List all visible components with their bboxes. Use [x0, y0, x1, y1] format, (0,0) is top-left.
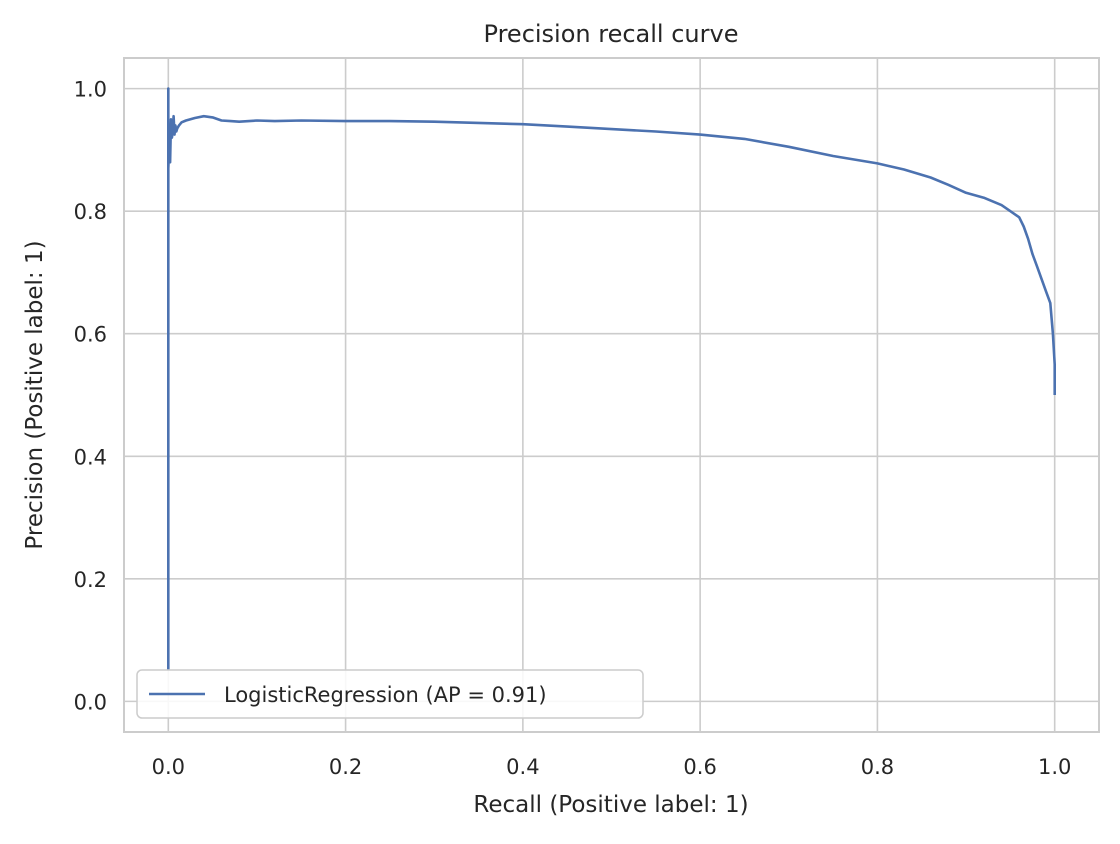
x-tick-label: 0.4 [506, 755, 539, 779]
legend-box [136, 669, 644, 719]
x-tick-label: 0.6 [683, 755, 716, 779]
y-tick-label: 0.0 [74, 690, 107, 714]
grid-layer [124, 58, 1099, 732]
y-tick-label: 0.6 [74, 323, 107, 347]
legend: LogisticRegression (AP = 0.91) [136, 669, 644, 719]
series-line [167, 87, 1056, 671]
axes-frame [123, 57, 1100, 733]
x-axis-label: Recall (Positive label: 1) [473, 792, 748, 818]
legend-label: LogisticRegression (AP = 0.91) [224, 683, 547, 707]
tick-layer: 0.0 0.2 0.4 0.6 0.8 1.0 0.0 0.2 0.4 0.6 0.8 1.0 [74, 78, 1072, 779]
chart-title: Precision recall curve [484, 20, 739, 48]
y-tick-label: 0.4 [74, 445, 107, 469]
x-tick-label: 0.2 [329, 755, 362, 779]
y-axis-label: Precision (Positive label: 1) [22, 240, 48, 549]
x-tick-label: 0.0 [152, 755, 185, 779]
y-tick-label: 1.0 [74, 78, 107, 102]
x-tick-label: 1.0 [1038, 755, 1071, 779]
y-tick-label: 0.8 [74, 200, 107, 224]
series-layer [167, 87, 1056, 671]
y-tick-label: 0.2 [74, 568, 107, 592]
x-tick-label: 0.8 [861, 755, 894, 779]
